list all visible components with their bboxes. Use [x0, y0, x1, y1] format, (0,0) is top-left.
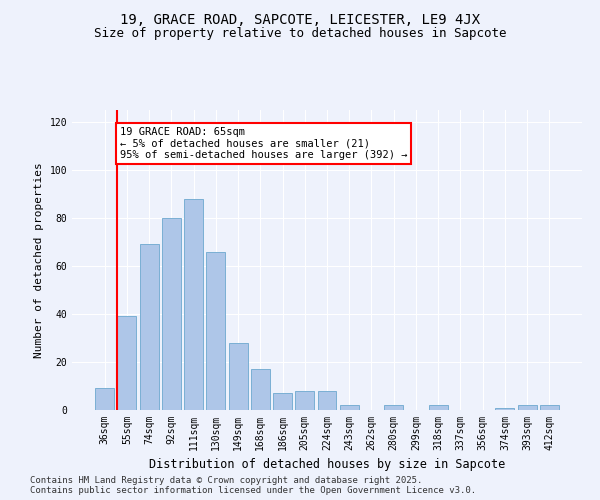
Bar: [251, 369, 270, 410]
Text: Contains HM Land Registry data © Crown copyright and database right 2025.
Contai: Contains HM Land Registry data © Crown c…: [30, 476, 476, 495]
Bar: [540, 405, 559, 410]
Bar: [518, 405, 536, 410]
Bar: [273, 393, 292, 410]
Text: Size of property relative to detached houses in Sapcote: Size of property relative to detached ho…: [94, 28, 506, 40]
Text: 19, GRACE ROAD, SAPCOTE, LEICESTER, LE9 4JX: 19, GRACE ROAD, SAPCOTE, LEICESTER, LE9 …: [120, 12, 480, 26]
Bar: [229, 343, 248, 410]
Y-axis label: Number of detached properties: Number of detached properties: [34, 162, 44, 358]
Bar: [206, 252, 225, 410]
Bar: [95, 388, 114, 410]
Bar: [384, 405, 403, 410]
Text: 19 GRACE ROAD: 65sqm
← 5% of detached houses are smaller (21)
95% of semi-detach: 19 GRACE ROAD: 65sqm ← 5% of detached ho…: [119, 127, 407, 160]
Bar: [496, 408, 514, 410]
X-axis label: Distribution of detached houses by size in Sapcote: Distribution of detached houses by size …: [149, 458, 505, 471]
Bar: [184, 199, 203, 410]
Bar: [140, 244, 158, 410]
Bar: [118, 316, 136, 410]
Bar: [295, 391, 314, 410]
Bar: [429, 405, 448, 410]
Bar: [340, 405, 359, 410]
Bar: [162, 218, 181, 410]
Bar: [317, 391, 337, 410]
